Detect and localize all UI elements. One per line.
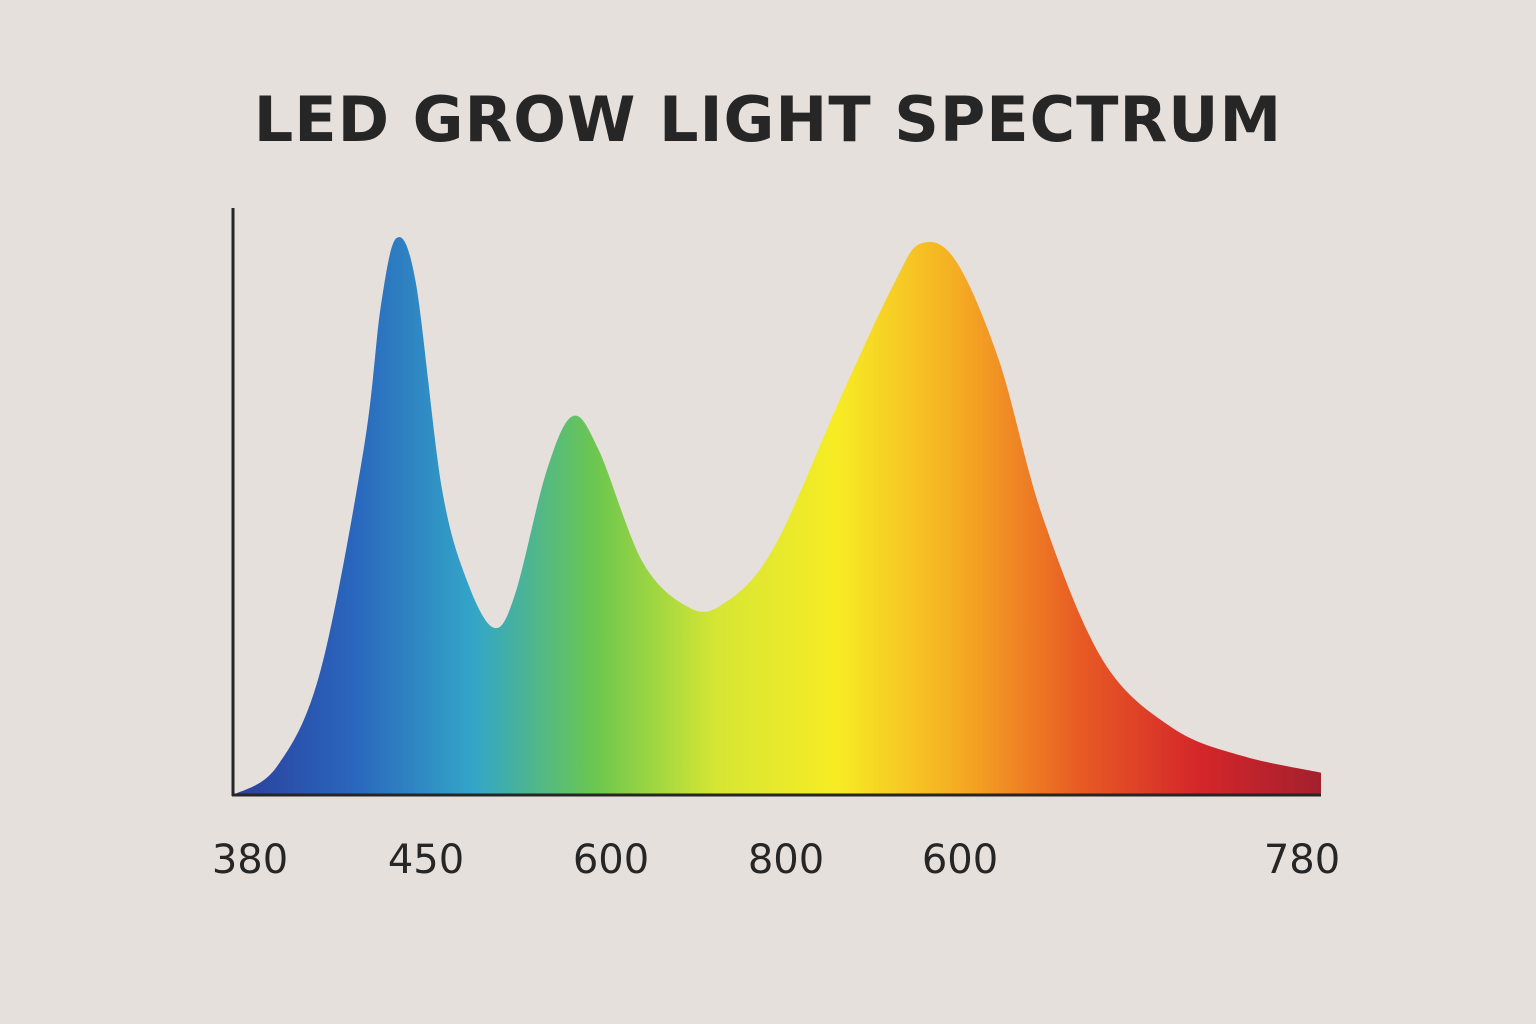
x-tick-label: 780 bbox=[1264, 837, 1340, 883]
x-tick-label: 600 bbox=[573, 837, 649, 883]
x-tick-label: 380 bbox=[212, 837, 288, 883]
chart-title: LED GROW LIGHT SPECTRUM bbox=[253, 83, 1283, 156]
x-tick-label: 450 bbox=[388, 837, 464, 883]
x-tick-label: 600 bbox=[922, 837, 998, 883]
x-tick-label: 800 bbox=[748, 837, 824, 883]
spectrum-area bbox=[233, 237, 1321, 795]
x-tick-labels: 380 450 600 800 600 780 bbox=[212, 837, 1340, 883]
